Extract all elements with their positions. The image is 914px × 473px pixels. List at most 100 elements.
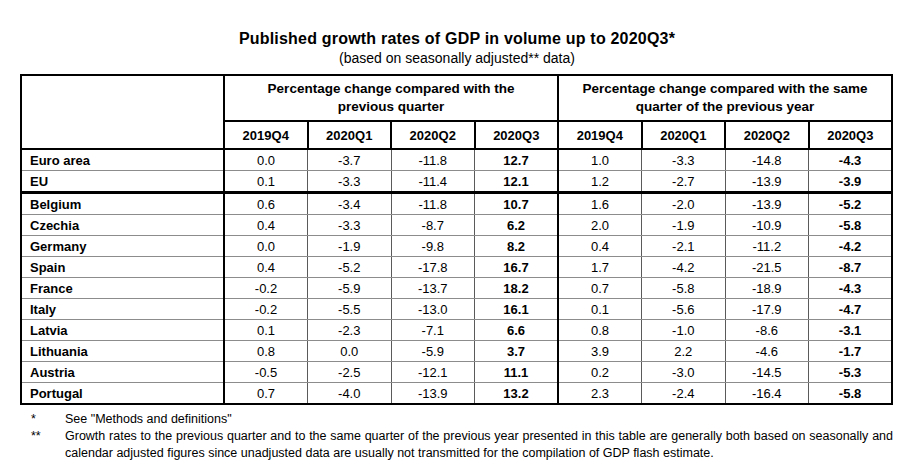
value-cell: -4.2 [642,257,726,278]
value-cell: -13.9 [725,193,809,215]
value-cell: 3.9 [558,341,642,362]
value-cell: 12.1 [475,171,559,193]
quarter-header: 2020Q2 [391,121,475,149]
value-cell: 11.1 [475,362,559,383]
value-cell: -10.9 [725,215,809,236]
quarter-header: 2020Q3 [809,121,893,149]
value-cell: 0.1 [224,320,308,341]
value-cell: -11.2 [725,236,809,257]
value-cell: 0.8 [224,341,308,362]
value-cell: -9.8 [391,236,475,257]
value-cell: -5.9 [308,278,392,299]
footnote-marker: ** [20,428,65,462]
value-cell: -0.5 [224,362,308,383]
value-cell: -4.0 [308,383,392,405]
table-row: Austria-0.5-2.5-12.111.10.2-3.0-14.5-5.3 [21,362,892,383]
value-cell: -0.2 [224,278,308,299]
country-cell: France [21,278,224,299]
footnote-text: Growth rates to the previous quarter and… [65,428,893,462]
quarter-header: 2020Q1 [642,121,726,149]
quarter-header: 2020Q1 [308,121,392,149]
value-cell: -5.5 [308,299,392,320]
value-cell: -2.7 [642,171,726,193]
value-cell: 0.1 [558,299,642,320]
page: Published growth rates of GDP in volume … [0,30,914,462]
value-cell: 16.1 [475,299,559,320]
value-cell: 18.2 [475,278,559,299]
value-cell: -17.9 [725,299,809,320]
value-cell: -0.2 [224,299,308,320]
value-cell: -11.8 [391,149,475,171]
value-cell: -5.8 [809,383,893,405]
value-cell: -1.9 [642,215,726,236]
value-cell: -3.1 [809,320,893,341]
value-cell: -7.1 [391,320,475,341]
value-cell: -13.9 [391,383,475,405]
value-cell: -2.5 [308,362,392,383]
footnote-marker: * [20,411,65,428]
value-cell: 0.6 [224,193,308,215]
value-cell: 12.7 [475,149,559,171]
value-cell: -17.8 [391,257,475,278]
value-cell: 0.1 [224,171,308,193]
value-cell: -5.3 [809,362,893,383]
table-row: EU0.1-3.3-11.412.11.2-2.7-13.9-3.9 [21,171,892,193]
value-cell: -1.0 [642,320,726,341]
value-cell: -4.3 [809,149,893,171]
value-cell: -5.8 [642,278,726,299]
value-cell: -2.0 [642,193,726,215]
page-title: Published growth rates of GDP in volume … [0,30,914,48]
quarter-header: 2020Q2 [725,121,809,149]
footnote-adjustment: ** Growth rates to the previous quarter … [20,428,893,462]
country-cell: Austria [21,362,224,383]
value-cell: -1.9 [308,236,392,257]
country-cell: Spain [21,257,224,278]
value-cell: -5.2 [809,193,893,215]
value-cell: -13.7 [391,278,475,299]
gdp-growth-table: Percentage change compared with the prev… [20,74,893,405]
value-cell: 2.2 [642,341,726,362]
country-cell: Belgium [21,193,224,215]
value-cell: -4.6 [725,341,809,362]
value-cell: 1.2 [558,171,642,193]
value-cell: -8.7 [391,215,475,236]
value-cell: -14.8 [725,149,809,171]
value-cell: -11.8 [391,193,475,215]
group-header-previous-year: Percentage change compared with the same… [558,75,892,121]
value-cell: 10.7 [475,193,559,215]
page-subtitle: (based on seasonally adjusted** data) [0,50,914,66]
value-cell: -16.4 [725,383,809,405]
country-cell: Lithuania [21,341,224,362]
value-cell: 0.8 [558,320,642,341]
corner-cell [21,75,224,149]
value-cell: -4.2 [809,236,893,257]
table-row: Belgium0.6-3.4-11.810.71.6-2.0-13.9-5.2 [21,193,892,215]
value-cell: 2.0 [558,215,642,236]
value-cell: -21.5 [725,257,809,278]
value-cell: 1.7 [558,257,642,278]
table-row: Spain0.4-5.2-17.816.71.7-4.2-21.5-8.7 [21,257,892,278]
quarter-header: 2019Q4 [224,121,308,149]
value-cell: -3.7 [308,149,392,171]
value-cell: -5.8 [809,215,893,236]
value-cell: -13.0 [391,299,475,320]
value-cell: -2.4 [642,383,726,405]
table-row: Italy-0.2-5.5-13.016.10.1-5.6-17.9-4.7 [21,299,892,320]
value-cell: 0.0 [308,341,392,362]
country-cell: Italy [21,299,224,320]
value-cell: -8.6 [725,320,809,341]
value-cell: -3.4 [308,193,392,215]
value-cell: -11.4 [391,171,475,193]
table-header: Percentage change compared with the prev… [21,75,892,149]
footnote-text: See "Methods and definitions" [65,411,893,428]
value-cell: 0.4 [224,215,308,236]
value-cell: -3.3 [308,215,392,236]
footnotes: * See "Methods and definitions" ** Growt… [20,411,893,462]
value-cell: 0.0 [224,149,308,171]
value-cell: -13.9 [725,171,809,193]
value-cell: 0.0 [224,236,308,257]
value-cell: -18.9 [725,278,809,299]
country-cell: Czechia [21,215,224,236]
footnote-methods: * See "Methods and definitions" [20,411,893,428]
table-row: Euro area0.0-3.7-11.812.71.0-3.3-14.8-4.… [21,149,892,171]
